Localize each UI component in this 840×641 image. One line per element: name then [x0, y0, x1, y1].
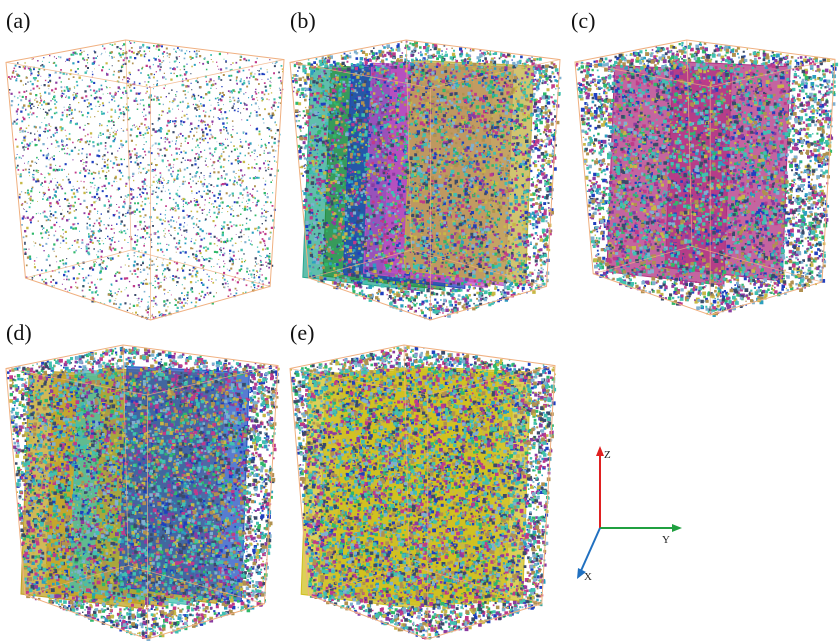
cube [6, 345, 280, 641]
renderings [6, 40, 838, 641]
pore-cluster [16, 43, 282, 318]
y-label: Y [662, 534, 670, 546]
panel-label: (c) [571, 8, 595, 33]
axis-triad: Z Y X [577, 446, 682, 583]
cube [290, 40, 561, 320]
y-arrow [672, 524, 682, 532]
z-label: Z [604, 449, 611, 461]
cube-edge [6, 62, 151, 87]
x-axis [580, 528, 600, 573]
panel-label: (d) [6, 320, 32, 345]
cube [6, 40, 284, 320]
panel-label: (e) [290, 320, 314, 345]
z-arrow [596, 446, 604, 456]
panel-label: (b) [290, 8, 316, 33]
figure: (a) (b) (c) (d) (e) Z Y X [0, 0, 840, 641]
cube-edge [126, 40, 132, 250]
x-label: X [584, 571, 592, 583]
pore-cluster [15, 45, 281, 317]
panel-label: (a) [6, 8, 30, 33]
cube [290, 345, 556, 639]
cube [575, 40, 838, 317]
